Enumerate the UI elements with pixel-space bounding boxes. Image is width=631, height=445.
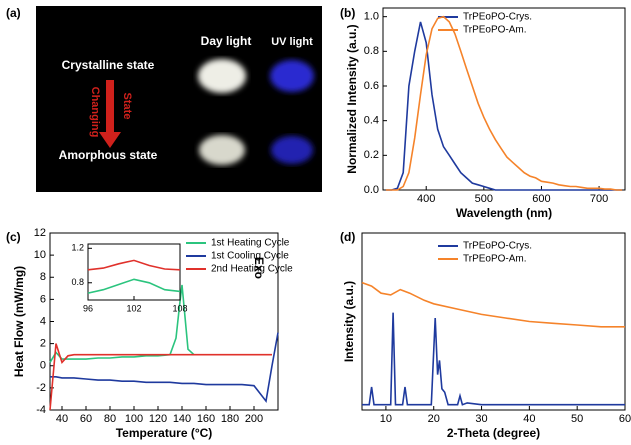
powder (270, 60, 314, 92)
legend-label: 2nd Heating Cycle (211, 264, 293, 275)
amorphous-label: Amorphous state (59, 148, 158, 162)
powder (198, 59, 246, 93)
y-axis-label: Normalized Intensity (a.u.) (345, 24, 359, 173)
x-tick-label: 20 (428, 413, 440, 425)
series-line (385, 21, 623, 191)
plot-area (87, 243, 181, 301)
annotation: Exo (252, 257, 266, 279)
y-tick-label: 4 (40, 315, 46, 327)
series-line (49, 284, 195, 363)
y-tick-label: 10 (34, 249, 46, 261)
panel-label: (c) (6, 230, 21, 244)
x-tick-label: 400 (417, 193, 435, 205)
y-tick-label: 0.0 (364, 184, 379, 196)
uv-label: UV light (271, 36, 313, 48)
crystalline-label: Crystalline state (62, 58, 155, 72)
x-tick-label: 60 (80, 413, 92, 425)
x-tick-label: 180 (221, 413, 239, 425)
x-tick-label: 108 (172, 303, 187, 313)
x-tick-label: 102 (126, 303, 141, 313)
x-tick-label: 10 (380, 413, 392, 425)
plot-area (361, 232, 626, 411)
day-label: Day light (201, 34, 252, 48)
x-tick-label: 600 (532, 193, 550, 205)
y-tick-label: -4 (36, 404, 46, 416)
arrow-label: Changing (89, 87, 101, 138)
series-line (87, 278, 181, 294)
legend-label: 1st Heating Cycle (211, 238, 290, 249)
x-tick-label: 30 (475, 413, 487, 425)
y-axis-label: Heat Flow (mW/mg) (12, 266, 26, 377)
series-line (362, 312, 625, 406)
y-tick-label: 0.8 (364, 45, 379, 57)
photo-background (36, 6, 322, 192)
y-tick-label: 12 (34, 227, 46, 239)
y-tick-label: 0 (40, 360, 46, 372)
powder (271, 136, 313, 164)
x-axis-label: Wavelength (nm) (456, 206, 552, 220)
panel-label: (a) (6, 6, 21, 20)
x-tick-label: 100 (125, 413, 143, 425)
x-tick-label: 96 (83, 303, 93, 313)
y-tick-label: 0.2 (364, 149, 379, 161)
x-tick-label: 40 (523, 413, 535, 425)
x-tick-label: 500 (475, 193, 493, 205)
x-tick-label: 140 (173, 413, 191, 425)
series-line (385, 15, 623, 191)
x-tick-label: 700 (590, 193, 608, 205)
y-tick-label: -2 (36, 382, 46, 394)
powder (199, 135, 245, 165)
y-tick-label: 0.6 (364, 80, 379, 92)
y-tick-label: 0.8 (71, 277, 84, 287)
x-tick-label: 200 (245, 413, 263, 425)
series-line (361, 281, 625, 328)
panel-label: (d) (340, 230, 355, 244)
arrow-label: State (121, 93, 133, 120)
panel-label: (b) (340, 6, 355, 20)
y-tick-label: 2 (40, 338, 46, 350)
x-tick-label: 160 (197, 413, 215, 425)
state-arrow (99, 80, 121, 148)
series-line (50, 332, 279, 404)
x-tick-label: 60 (619, 413, 631, 425)
x-tick-label: 80 (104, 413, 116, 425)
x-axis-label: 2-Theta (degree) (447, 426, 540, 440)
plot-area (382, 7, 626, 191)
x-tick-label: 50 (571, 413, 583, 425)
x-tick-label: 120 (149, 413, 167, 425)
series-line (87, 259, 181, 271)
y-tick-label: 1.2 (71, 243, 84, 253)
y-tick-label: 6 (40, 293, 46, 305)
photo-panel: (a) Day light UV light Crystalline state… (6, 6, 322, 192)
y-tick-label: 8 (40, 271, 46, 283)
legend-label: TrPEoPO-Crys. (463, 241, 532, 252)
legend-label: TrPEoPO-Am. (463, 254, 527, 265)
legend-label: 1st Cooling Cycle (211, 251, 289, 262)
y-tick-label: 0.4 (364, 115, 379, 127)
y-axis-label: Intensity (a.u.) (342, 281, 356, 362)
x-tick-label: 40 (56, 413, 68, 425)
legend-label: TrPEoPO-Crys. (463, 12, 532, 23)
x-axis-label: Temperature (°C) (116, 426, 213, 440)
legend-label: TrPEoPO-Am. (463, 25, 527, 36)
y-tick-label: 1.0 (364, 11, 379, 23)
series-line (49, 343, 272, 411)
